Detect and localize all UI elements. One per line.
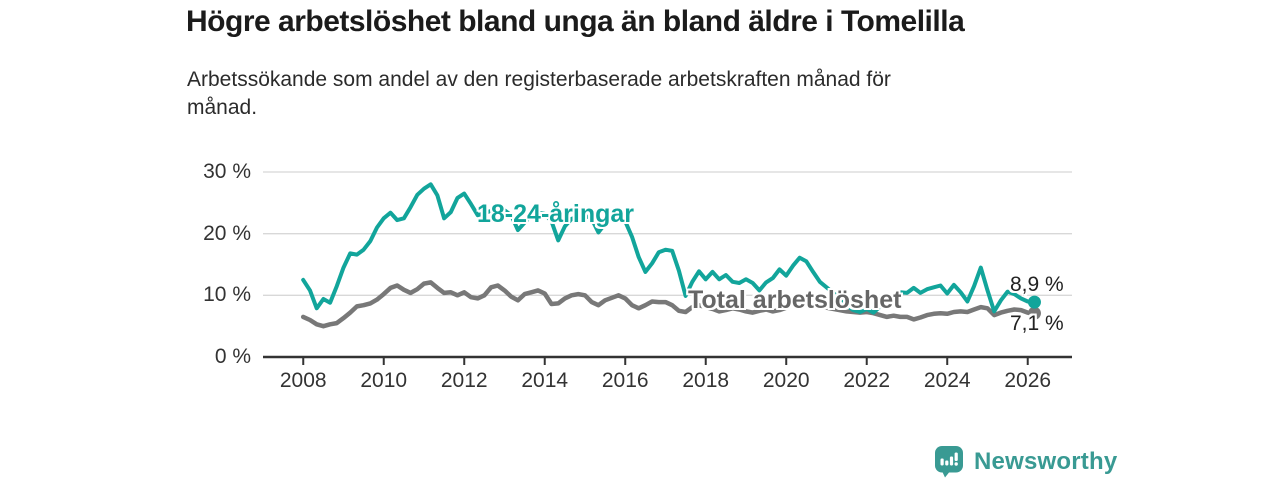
newsworthy-logo-text: Newsworthy (974, 447, 1118, 475)
chart-subtitle-line2: månad. (187, 96, 258, 119)
x-axis-tick-label: 2012 (440, 369, 488, 392)
series-label-young: 18-24-åringar (477, 200, 635, 228)
chart-subtitle-line1: Arbetssökande som andel av den registerb… (187, 68, 891, 91)
series-line-total (300, 280, 1037, 329)
x-axis-tick-label: 2016 (601, 369, 649, 392)
y-axis-tick-label: 10 % (203, 283, 251, 307)
bar-chart-speech-bubble-icon (935, 446, 963, 478)
x-axis-tick-label: 2008 (279, 369, 327, 392)
series-end-dot-young (1027, 295, 1041, 309)
series-end-dot-total (1027, 306, 1041, 320)
x-axis-tick-label: 2018 (682, 369, 730, 392)
end-value-label-total: 7,1 % (1010, 312, 1064, 335)
x-axis-tick-label: 2010 (360, 369, 408, 392)
newsworthy-logo: Newsworthy (934, 445, 1117, 478)
x-axis-tick-label: 2026 (1004, 369, 1052, 392)
series-line-young (301, 182, 1037, 315)
series-label-total: Total arbetslöshet (688, 286, 902, 314)
y-axis-tick-label: 20 % (203, 221, 251, 245)
x-axis-tick-label: 2022 (843, 369, 891, 392)
x-axis-tick-label: 2024 (923, 369, 971, 392)
x-axis-tick-label: 2014 (521, 369, 569, 392)
x-axis-tick-label: 2020 (762, 369, 810, 392)
page-title: Högre arbetslöshet bland unga än bland ä… (186, 5, 965, 38)
chart-subtitle: Arbetssökande som andel av den registerb… (187, 66, 891, 122)
end-value-label-young: 8,9 % (1010, 273, 1064, 296)
y-axis-tick-label: 30 % (203, 160, 251, 183)
y-axis-tick-label: 0 % (214, 345, 251, 368)
